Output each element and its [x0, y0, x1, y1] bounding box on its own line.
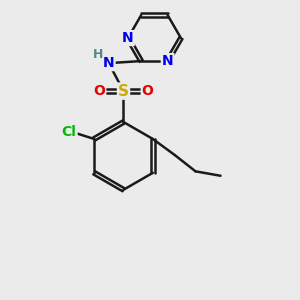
Text: N: N: [162, 54, 173, 68]
Text: N: N: [122, 31, 134, 45]
Text: H: H: [92, 48, 103, 62]
Text: O: O: [93, 84, 105, 98]
Text: Cl: Cl: [62, 124, 76, 139]
Text: S: S: [118, 84, 129, 99]
Text: O: O: [142, 84, 154, 98]
Text: N: N: [103, 56, 115, 70]
